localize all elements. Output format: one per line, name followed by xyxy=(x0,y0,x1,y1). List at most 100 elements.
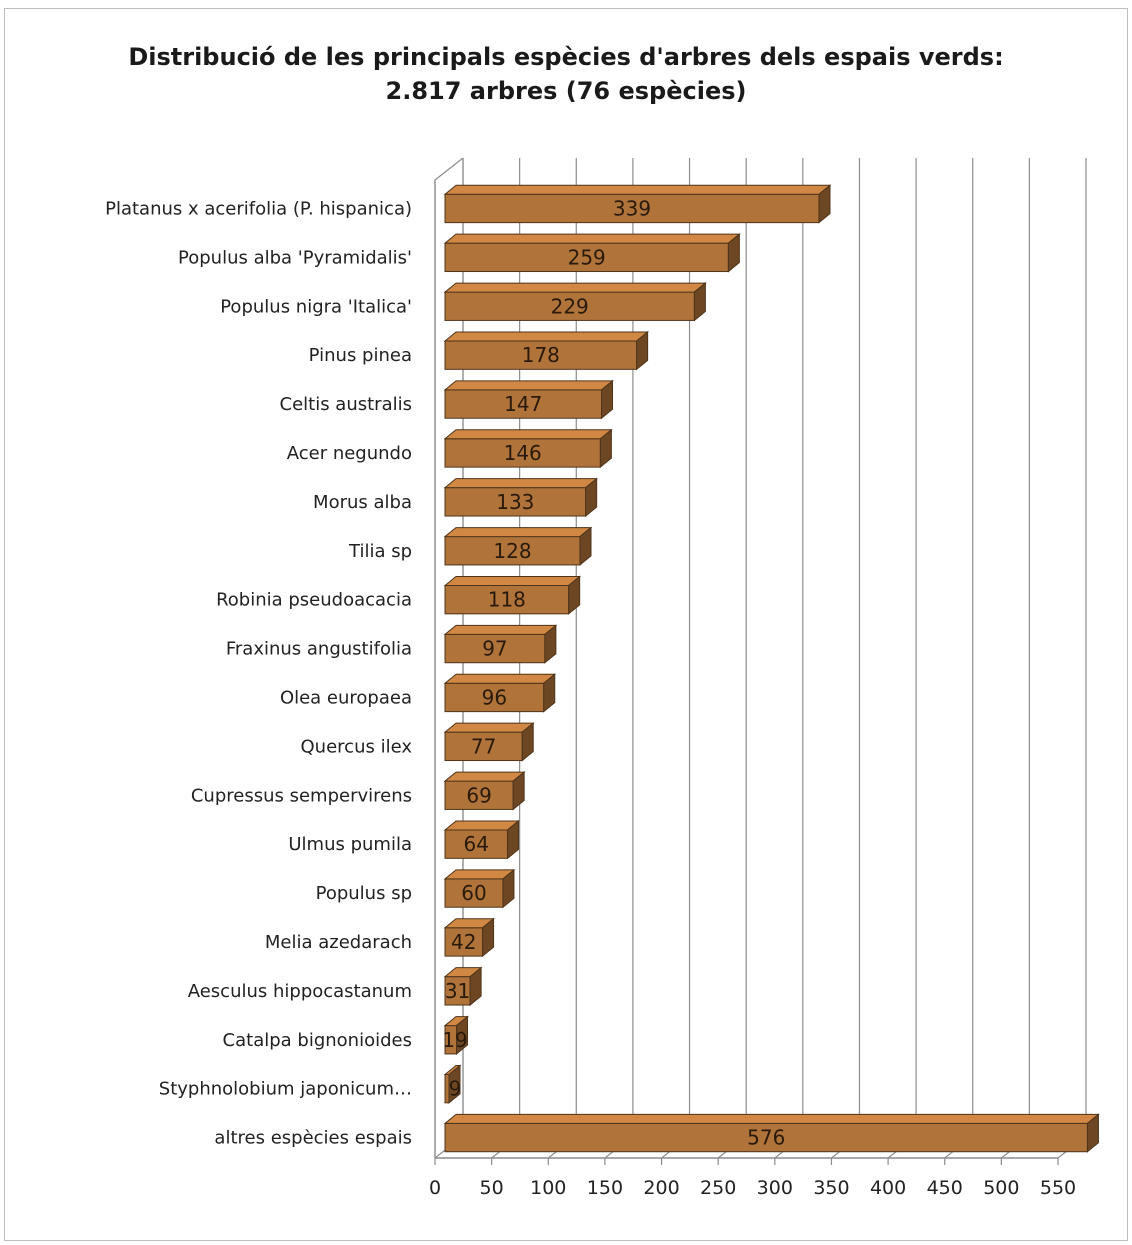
bar-side xyxy=(482,917,495,958)
bar-side xyxy=(599,428,612,469)
bar-top xyxy=(443,282,707,293)
data-label: 576 xyxy=(747,1126,785,1150)
data-label: 178 xyxy=(522,343,560,367)
bar-top xyxy=(443,624,558,635)
data-label: 146 xyxy=(504,441,542,465)
x-tick-label: 250 xyxy=(700,1177,736,1199)
data-label: 64 xyxy=(464,832,489,856)
bar-front xyxy=(444,487,587,517)
bar-15 xyxy=(443,868,516,909)
category-label: Cupressus sempervirens xyxy=(191,785,412,806)
data-label: 96 xyxy=(482,685,507,709)
bar-9 xyxy=(443,575,582,615)
category-label: Olea europaea xyxy=(280,687,412,708)
x-tick-label: 100 xyxy=(530,1177,566,1199)
bar-side xyxy=(1086,1113,1099,1153)
data-label: 229 xyxy=(551,294,589,318)
bar-top xyxy=(443,331,650,342)
category-label: Fraxinus angustifolia xyxy=(226,639,412,660)
bar-side xyxy=(544,624,557,664)
x-tick-label: 550 xyxy=(1040,1177,1076,1199)
data-label: 77 xyxy=(471,734,496,758)
bar-5 xyxy=(443,379,614,420)
bar-front xyxy=(444,878,504,908)
x-tick-label: 50 xyxy=(480,1177,504,1199)
x-tick-label: 350 xyxy=(813,1177,849,1199)
chart-title: Distribució de les principals espècies d… xyxy=(0,40,1132,108)
bar-side xyxy=(585,477,598,518)
data-label: 133 xyxy=(496,490,534,514)
bar-side xyxy=(456,1015,469,1055)
category-label: Catalpa bignonioides xyxy=(223,1030,412,1051)
bar-side xyxy=(601,379,614,420)
bar-side xyxy=(818,184,831,224)
bar-16 xyxy=(443,917,495,958)
data-label: 42 xyxy=(451,930,476,954)
bar-11 xyxy=(443,673,557,713)
bar-8 xyxy=(443,526,593,566)
chart-subtitle-line: 2.817 arbres (76 espècies) xyxy=(385,77,747,105)
category-label: Robinia pseudoacacia xyxy=(216,590,412,611)
bar-side xyxy=(579,526,592,566)
bar-top xyxy=(443,869,516,880)
bar-1 xyxy=(443,184,832,224)
bar-side xyxy=(543,673,556,713)
x-tick-label: 150 xyxy=(587,1177,623,1199)
bar-side xyxy=(469,966,482,1007)
bar-side xyxy=(636,330,649,371)
bar-top xyxy=(443,527,593,538)
bar-front xyxy=(444,1122,1088,1153)
x-tick-label: 400 xyxy=(870,1177,906,1199)
data-label: 339 xyxy=(613,196,651,220)
bar-top xyxy=(443,575,582,586)
data-label: 259 xyxy=(568,245,606,269)
bar-side xyxy=(693,282,706,322)
bar-front xyxy=(444,682,545,713)
category-label: Platanus x acerifolia (P. hispanica) xyxy=(105,198,412,219)
bar-side xyxy=(448,1064,461,1104)
x-tick-label: 500 xyxy=(983,1177,1019,1199)
category-label: Melia azedarach xyxy=(265,932,412,953)
bar-top xyxy=(443,820,520,831)
bar-side xyxy=(521,722,534,762)
bars-layer xyxy=(443,184,1100,1153)
x-tick-label: 0 xyxy=(429,1177,441,1199)
category-label: altres espècies espais xyxy=(214,1128,412,1149)
bar-14 xyxy=(443,819,520,860)
bar-top xyxy=(443,380,614,391)
bar-12 xyxy=(443,722,535,762)
bar-top xyxy=(443,771,526,782)
bar-2 xyxy=(443,233,741,273)
category-label: Celtis australis xyxy=(280,394,413,415)
bar-side xyxy=(727,233,740,273)
category-label: Tilia sp xyxy=(348,541,412,562)
data-label: 31 xyxy=(445,979,470,1003)
bar-7 xyxy=(443,477,599,518)
x-tick-label: 300 xyxy=(757,1177,793,1199)
category-label: Populus sp xyxy=(316,883,412,904)
data-label: 128 xyxy=(493,539,531,563)
bar-front xyxy=(444,927,484,957)
bar-front xyxy=(444,976,471,1006)
bar-17 xyxy=(443,966,483,1007)
bar-6 xyxy=(443,428,613,469)
y-axis-top-connector xyxy=(434,157,464,181)
category-label: Pinus pinea xyxy=(309,345,412,366)
bar-10 xyxy=(443,624,558,664)
bar-4 xyxy=(443,330,650,371)
category-label: Aesculus hippocastanum xyxy=(188,981,412,1002)
category-label: Populus alba 'Pyramidalis' xyxy=(178,247,412,268)
category-label: Styphnolobium japonicum… xyxy=(159,1079,412,1100)
bar-19 xyxy=(443,1064,462,1104)
bar-20 xyxy=(443,1113,1100,1153)
bar-3 xyxy=(443,282,707,322)
bar-13 xyxy=(443,771,526,811)
bar-top xyxy=(443,184,832,195)
x-tick-label: 450 xyxy=(927,1177,963,1199)
bar-top xyxy=(443,673,557,684)
category-label: Quercus ilex xyxy=(301,736,413,757)
bar-top xyxy=(443,233,741,244)
chart-title-line: Distribució de les principals espècies d… xyxy=(128,43,1004,71)
bar-top xyxy=(443,478,599,489)
